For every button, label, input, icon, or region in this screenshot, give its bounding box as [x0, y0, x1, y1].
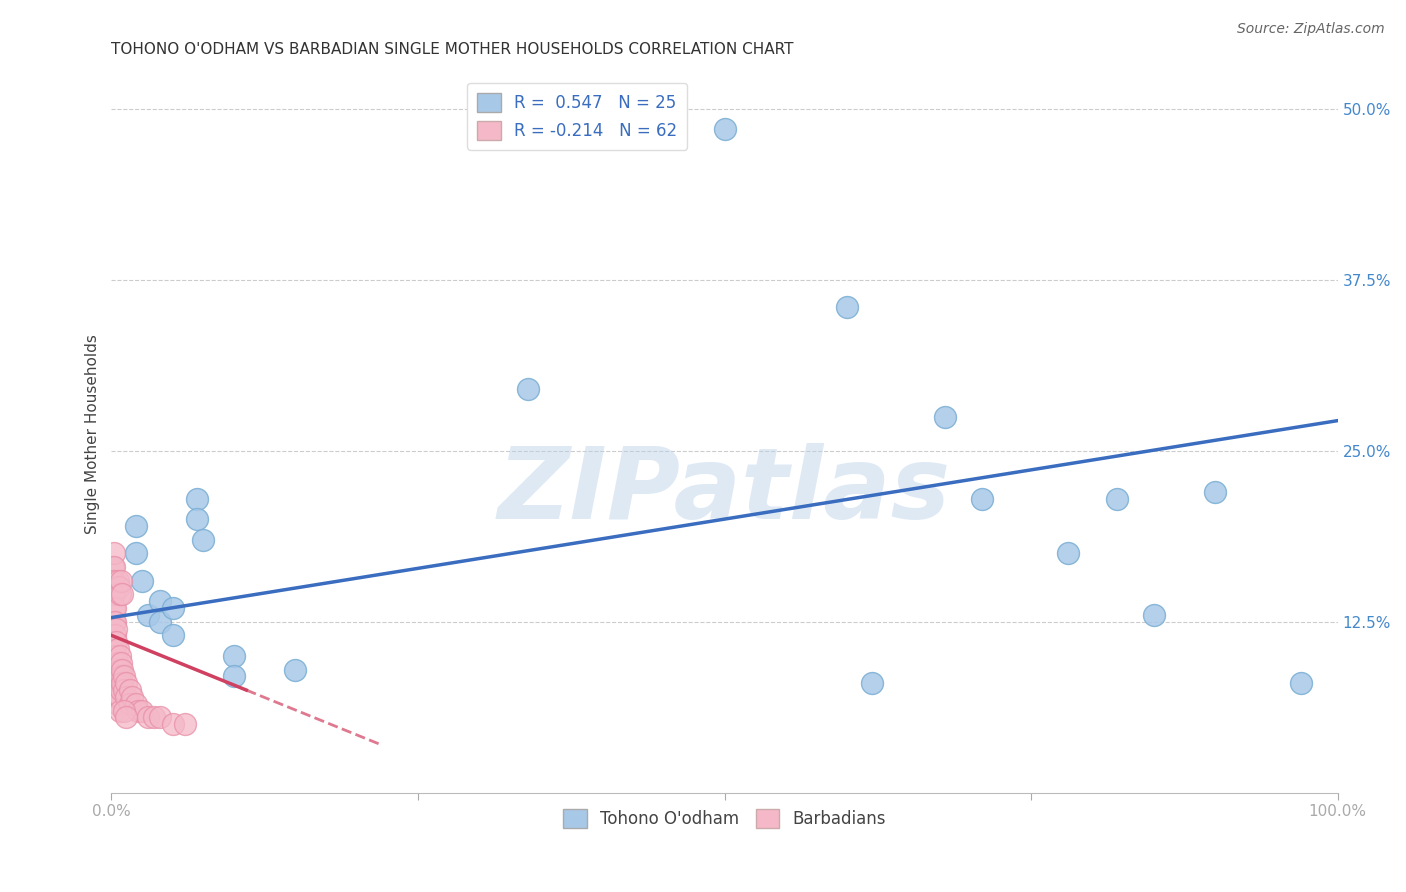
- Point: [1105, 491, 1128, 506]
- Point: [1057, 546, 1080, 560]
- Point: [970, 491, 993, 506]
- Point: [107, 663, 129, 677]
- Point: [162, 717, 184, 731]
- Point: [101, 560, 124, 574]
- Point: [115, 690, 138, 704]
- Point: [108, 587, 131, 601]
- Point: [103, 546, 125, 560]
- Text: TOHONO O'ODHAM VS BARBADIAN SINGLE MOTHER HOUSEHOLDS CORRELATION CHART: TOHONO O'ODHAM VS BARBADIAN SINGLE MOTHE…: [111, 42, 794, 57]
- Point: [104, 628, 127, 642]
- Point: [105, 635, 128, 649]
- Point: [118, 683, 141, 698]
- Point: [112, 704, 135, 718]
- Point: [108, 648, 131, 663]
- Point: [105, 663, 128, 677]
- Point: [112, 683, 135, 698]
- Point: [222, 669, 245, 683]
- Point: [105, 648, 128, 663]
- Point: [111, 663, 134, 677]
- Point: [104, 601, 127, 615]
- Point: [103, 574, 125, 588]
- Point: [104, 683, 127, 698]
- Point: [162, 628, 184, 642]
- Point: [107, 642, 129, 657]
- Point: [110, 683, 132, 698]
- Point: [284, 663, 307, 677]
- Point: [110, 574, 132, 588]
- Point: [118, 697, 141, 711]
- Point: [517, 382, 540, 396]
- Point: [934, 409, 956, 424]
- Point: [103, 587, 125, 601]
- Point: [108, 704, 131, 718]
- Point: [107, 683, 129, 698]
- Point: [103, 615, 125, 629]
- Point: [1143, 607, 1166, 622]
- Point: [1204, 484, 1226, 499]
- Point: [149, 710, 172, 724]
- Point: [101, 587, 124, 601]
- Legend: Tohono O'odham, Barbadians: Tohono O'odham, Barbadians: [557, 802, 893, 835]
- Point: [101, 574, 124, 588]
- Point: [115, 710, 138, 724]
- Y-axis label: Single Mother Households: Single Mother Households: [86, 334, 100, 533]
- Point: [186, 491, 208, 506]
- Point: [193, 533, 215, 547]
- Point: [143, 710, 166, 724]
- Point: [104, 656, 127, 670]
- Text: ZIPatlas: ZIPatlas: [498, 442, 950, 540]
- Point: [162, 601, 184, 615]
- Point: [713, 122, 735, 136]
- Point: [125, 519, 148, 533]
- Point: [104, 642, 127, 657]
- Point: [107, 697, 129, 711]
- Point: [112, 669, 135, 683]
- Point: [107, 676, 129, 690]
- Point: [108, 663, 131, 677]
- Point: [108, 676, 131, 690]
- Point: [860, 676, 883, 690]
- Point: [110, 669, 132, 683]
- Point: [110, 656, 132, 670]
- Point: [131, 574, 153, 588]
- Point: [103, 601, 125, 615]
- Point: [125, 697, 148, 711]
- Point: [104, 669, 127, 683]
- Point: [121, 690, 143, 704]
- Point: [105, 690, 128, 704]
- Point: [127, 704, 149, 718]
- Point: [105, 676, 128, 690]
- Point: [186, 512, 208, 526]
- Point: [837, 300, 859, 314]
- Point: [107, 656, 129, 670]
- Point: [222, 648, 245, 663]
- Point: [115, 676, 138, 690]
- Point: [103, 560, 125, 574]
- Point: [149, 615, 172, 629]
- Point: [107, 574, 129, 588]
- Point: [136, 607, 159, 622]
- Point: [107, 669, 129, 683]
- Point: [111, 587, 134, 601]
- Point: [136, 710, 159, 724]
- Point: [1289, 676, 1312, 690]
- Point: [104, 615, 127, 629]
- Point: [108, 690, 131, 704]
- Point: [107, 581, 129, 595]
- Point: [174, 717, 197, 731]
- Point: [149, 594, 172, 608]
- Point: [131, 704, 153, 718]
- Point: [125, 546, 148, 560]
- Text: Source: ZipAtlas.com: Source: ZipAtlas.com: [1237, 22, 1385, 37]
- Point: [107, 690, 129, 704]
- Point: [105, 622, 128, 636]
- Point: [111, 676, 134, 690]
